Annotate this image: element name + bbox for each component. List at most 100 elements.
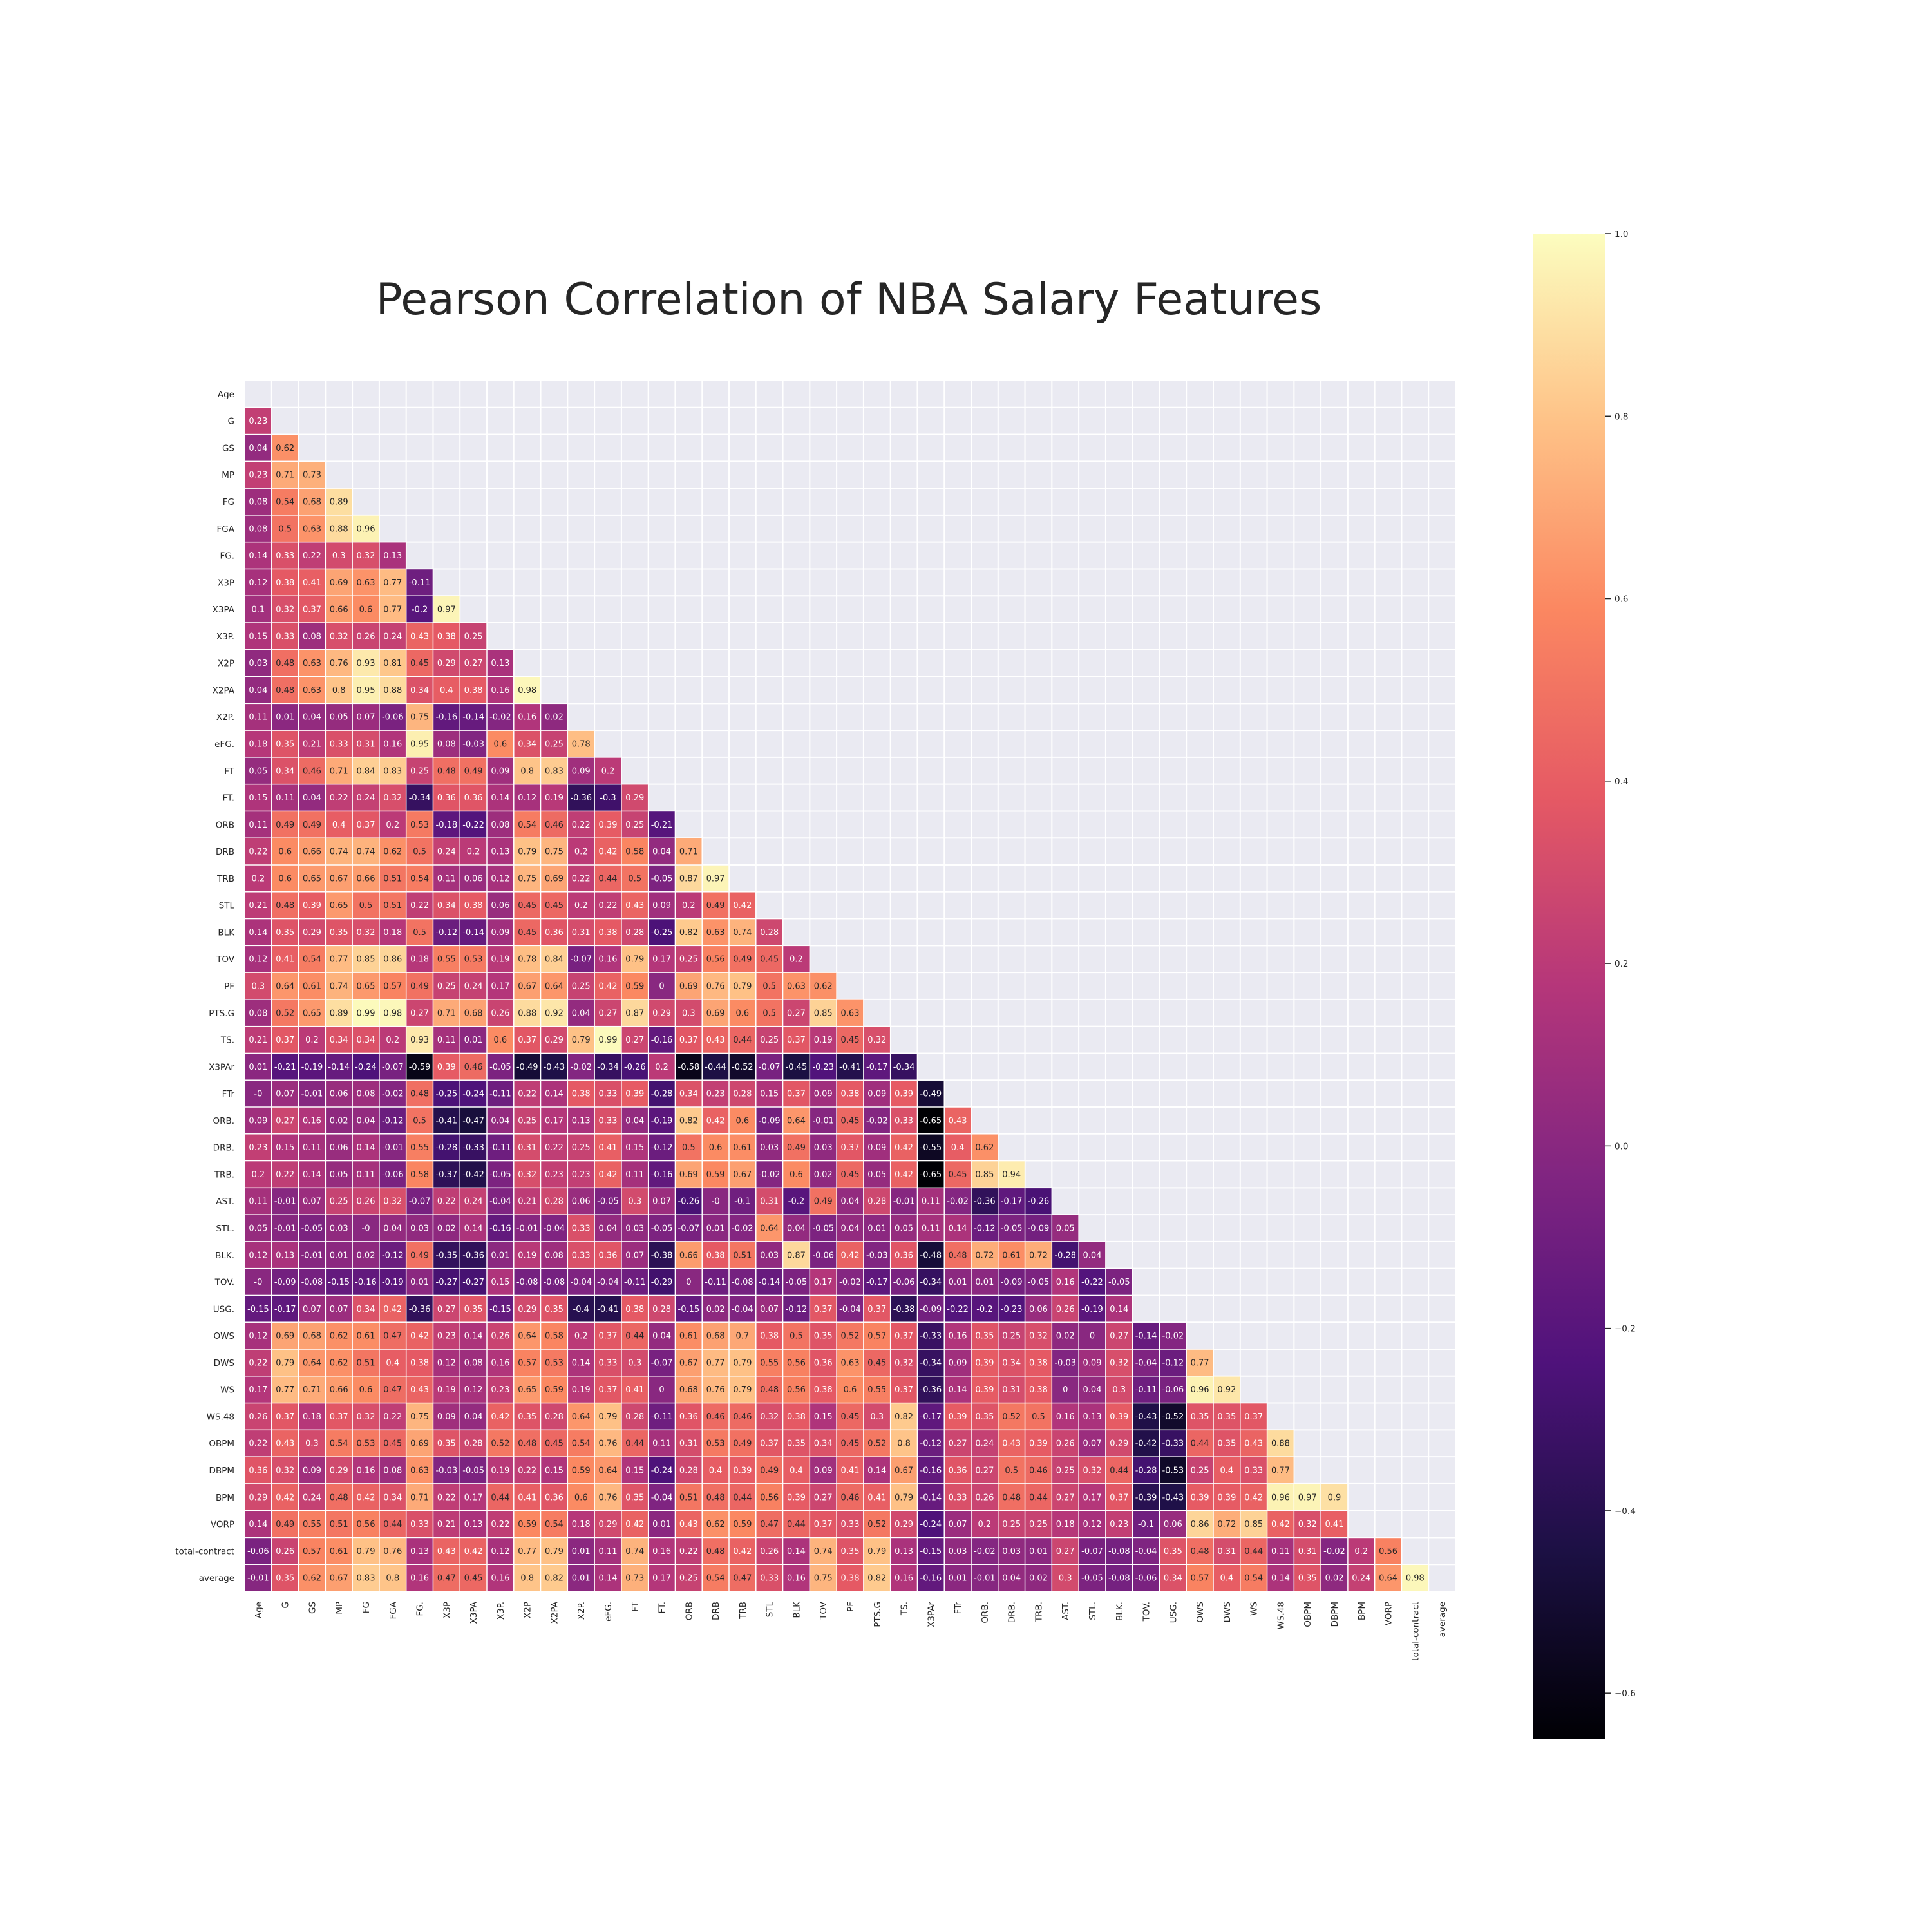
cell-value-label: 0.43 — [437, 1547, 456, 1557]
heatmap-cell — [379, 650, 406, 676]
cell-value-label: -0.42 — [462, 1170, 484, 1180]
cell-value-label: 0.28 — [679, 1466, 698, 1476]
cell-value-label: 0.53 — [545, 1358, 564, 1368]
cell-value-label: 0.56 — [760, 1493, 779, 1502]
cell-value-label: 0.56 — [787, 1358, 806, 1368]
heatmap-cell — [245, 784, 272, 811]
heatmap-cell — [676, 1242, 702, 1268]
heatmap-cell — [326, 1080, 352, 1107]
cell-value-label: -0.52 — [1162, 1412, 1184, 1422]
cell-value-label: 0.6 — [709, 1143, 723, 1153]
heatmap-cell — [514, 1215, 540, 1242]
cell-value-label: 0.2 — [252, 1170, 265, 1180]
heatmap-cell — [460, 1376, 487, 1403]
heatmap-cell — [272, 1080, 298, 1107]
heatmap-cell — [1025, 1296, 1052, 1322]
cell-value-label: 0.57 — [1191, 1574, 1209, 1584]
cell-value-label: 0.21 — [518, 1197, 536, 1207]
heatmap-cell — [971, 1134, 998, 1160]
heatmap-cell — [352, 704, 379, 730]
cell-value-label: -0.16 — [489, 1224, 511, 1234]
cell-value-label: 0.6 — [278, 848, 292, 857]
heatmap-cell — [729, 1457, 756, 1484]
heatmap-cell — [245, 677, 272, 703]
heatmap-cell — [702, 999, 729, 1026]
heatmap-cell — [433, 677, 460, 703]
heatmap-cell — [245, 1430, 272, 1457]
cell-value-label: 0.29 — [625, 793, 644, 803]
heatmap-cell — [676, 1376, 702, 1403]
heatmap-cell — [729, 1161, 756, 1188]
cell-value-label: 0.05 — [249, 766, 267, 776]
heatmap-cell — [783, 1161, 810, 1188]
cell-value-label: 0.34 — [330, 1036, 348, 1045]
cell-value-label: 0.04 — [572, 1009, 591, 1018]
cell-value-label: 0.03 — [949, 1547, 967, 1557]
heatmap-cell — [621, 946, 648, 972]
cell-value-label: -0.41 — [597, 1305, 619, 1314]
heatmap-cell — [460, 1484, 487, 1510]
heatmap-cell — [326, 1054, 352, 1080]
heatmap-cell — [514, 757, 540, 784]
cell-value-label: 0.12 — [249, 1251, 267, 1260]
cell-value-label: 0.6 — [278, 874, 292, 884]
cell-value-label: -0.14 — [1135, 1332, 1157, 1341]
cell-value-label: 0.04 — [303, 713, 321, 723]
cell-value-label: 0.27 — [975, 1466, 994, 1476]
cell-value-label: 0.78 — [518, 955, 536, 965]
cell-value-label: 0.1 — [252, 605, 265, 615]
cell-value-label: 0.16 — [787, 1574, 806, 1584]
cell-value-label: 0.5 — [413, 848, 426, 857]
cell-value-label: 0.2 — [574, 901, 588, 911]
heatmap-cell — [676, 1322, 702, 1349]
cell-value-label: 0.64 — [572, 1412, 591, 1422]
x-tick-label: STL — [765, 1602, 775, 1618]
colorbar-tick-label: −0.2 — [1615, 1324, 1636, 1334]
heatmap-cell — [352, 515, 379, 542]
cell-value-label: 0.16 — [1056, 1278, 1075, 1287]
heatmap-cell — [433, 1188, 460, 1215]
cell-value-label: -0.01 — [274, 1197, 296, 1207]
heatmap-cell — [326, 811, 352, 838]
cell-value-label: 0.71 — [410, 1493, 429, 1502]
heatmap-cell — [729, 1242, 756, 1268]
cell-value-label: -0.19 — [651, 1116, 673, 1126]
x-tick-label: FGA — [388, 1601, 399, 1619]
cell-value-label: 0.36 — [545, 928, 564, 938]
cell-value-label: 0.37 — [867, 1305, 886, 1314]
heatmap-cell — [487, 946, 514, 972]
cell-value-label: 0.08 — [464, 1358, 483, 1368]
cell-value-label: 0.09 — [867, 1143, 886, 1153]
heatmap-cell — [729, 1322, 756, 1349]
heatmap-cell — [299, 919, 325, 945]
cell-value-label: 0.23 — [491, 1385, 509, 1395]
cell-value-label: 0.69 — [679, 1170, 698, 1180]
colorbar-tick-label: 0.8 — [1615, 412, 1628, 422]
cell-value-label: 0.15 — [545, 1466, 564, 1476]
heatmap-cell — [918, 1215, 944, 1242]
cell-value-label: 0.37 — [814, 1305, 833, 1314]
cell-value-label: 0.64 — [518, 1332, 536, 1341]
cell-value-label: 0.03 — [1002, 1547, 1021, 1557]
heatmap-cell — [891, 1054, 917, 1080]
cell-value-label: 0.24 — [1352, 1574, 1370, 1584]
cell-value-label: 0.4 — [951, 1143, 965, 1153]
heatmap-cell — [487, 865, 514, 892]
cell-value-label: 0.47 — [383, 1332, 402, 1341]
cell-value-label: 0.79 — [867, 1547, 886, 1557]
heatmap-cell — [783, 1134, 810, 1160]
cell-value-label: 0.11 — [303, 1143, 321, 1153]
heatmap-cell — [649, 1134, 675, 1160]
cell-value-label: 0.05 — [867, 1170, 886, 1180]
cell-value-label: -0.18 — [436, 820, 458, 830]
cell-value-label: 0.48 — [706, 1493, 725, 1502]
cell-value-label: 0.43 — [1002, 1439, 1021, 1449]
heatmap-cell — [299, 892, 325, 918]
cell-value-label: 0.37 — [760, 1439, 779, 1449]
heatmap-cell — [272, 542, 298, 569]
heatmap-cell — [541, 1161, 567, 1188]
heatmap-cell — [487, 1080, 514, 1107]
cell-value-label: -0.52 — [732, 1063, 753, 1072]
cell-value-label: 0.22 — [545, 1143, 564, 1153]
heatmap-cell — [541, 1296, 567, 1322]
